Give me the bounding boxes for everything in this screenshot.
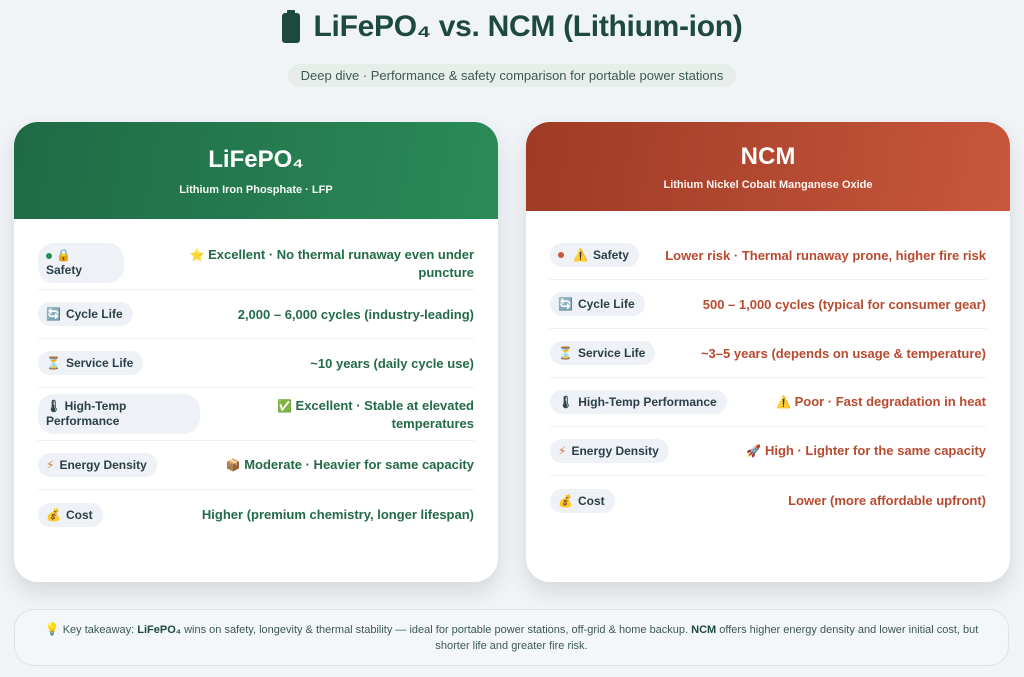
- status-dot-icon: [46, 253, 52, 259]
- attribute-value: 🚀 High · Lighter for the same capacity: [746, 443, 986, 458]
- attribute-pill: ⚡ Energy Density: [550, 439, 669, 463]
- attribute-value: ✅ Excellent · Stable at elevated tempera…: [276, 397, 474, 431]
- attribute-pill: 💰 Cost: [550, 488, 615, 513]
- ncm-row-service-life: ⏳ Service Life ~3–5 years (depends on usa…: [550, 329, 986, 378]
- lock-icon: 🔒: [56, 248, 71, 262]
- attribute-label: Service Life: [577, 346, 646, 360]
- attribute-label: Cost: [577, 493, 605, 508]
- attribute-value: ⭐ Excellent · No thermal runaway even un…: [189, 246, 474, 280]
- attribute-pill: ⏳ Service Life: [550, 341, 656, 365]
- lightning-icon: ⚡: [558, 444, 567, 458]
- hourglass-icon: ⏳: [558, 346, 573, 360]
- attribute-label: Cost: [65, 507, 93, 522]
- cycle-icon: 🔄: [558, 297, 573, 311]
- attribute-value: 📦 Moderate · Heavier for same capacity: [225, 457, 474, 472]
- lfp-card: LiFePO₄ Lithium Iron Phosphate · LFP 🔒 S…: [14, 122, 498, 582]
- page-title: LiFePO₄ vs. NCM (Lithium-ion): [313, 10, 743, 43]
- ncm-card-header: NCM Lithium Nickel Cobalt Manganese Oxid…: [526, 122, 1010, 211]
- lfp-card-subtitle: Lithium Iron Phosphate · LFP: [179, 183, 333, 196]
- page-header: LiFePO₄ vs. NCM (Lithium-ion): [0, 10, 1024, 44]
- attribute-value: Higher (premium chemistry, longer lifesp…: [201, 507, 474, 522]
- battery-icon: [281, 10, 300, 43]
- lfp-row-service-life: ⏳ Service Life ~10 years (daily cycle use…: [38, 339, 474, 388]
- attribute-pill: 🌡 High-Temp Performance: [550, 390, 727, 414]
- attribute-pill: 🔒 Safety: [38, 243, 124, 283]
- ncm-row-cost: 💰 Cost Lower (more affordable upfront): [550, 476, 986, 525]
- page-subtitle-badge: Deep dive · Performance & safety compari…: [287, 64, 737, 87]
- attribute-label: High-Temp Performance: [46, 399, 127, 428]
- attribute-value: Lower (more affordable upfront): [788, 493, 986, 508]
- money-bag-icon: 💰: [46, 507, 61, 522]
- attribute-value: ~3–5 years (depends on usage & temperatu…: [700, 345, 986, 361]
- ncm-row-safety: ⚠️ Safety Lower risk · Thermal runaway pr…: [550, 231, 986, 280]
- ncm-card: NCM Lithium Nickel Cobalt Manganese Oxid…: [526, 122, 1010, 582]
- attribute-label: Cycle Life: [577, 297, 635, 311]
- attribute-label: Safety: [592, 248, 629, 262]
- thermometer-icon: 🌡: [558, 395, 574, 409]
- package-icon: 📦: [225, 458, 241, 472]
- lfp-row-high-temp: 🌡 High-Temp Performance ✅ Excellent · St…: [38, 388, 474, 441]
- attribute-label: High-Temp Performance: [578, 395, 717, 409]
- lightning-icon: ⚡: [46, 458, 55, 472]
- lfp-row-cycle-life: 🔄 Cycle Life 2,000 – 6,000 cycles (indust…: [38, 290, 474, 339]
- warning-icon: ⚠️: [573, 248, 588, 262]
- attribute-value: ⚠️ Poor · Fast degradation in heat: [776, 394, 986, 409]
- attribute-pill: 💰 Cost: [38, 502, 103, 527]
- check-icon: ✅: [276, 398, 292, 413]
- key-takeaway-text: 💡 Key takeaway: LiFePO₄ wins on safety, …: [44, 622, 979, 652]
- attribute-pill: ⚡ Energy Density: [38, 453, 157, 477]
- attribute-value: Lower risk · Thermal runaway prone, high…: [665, 247, 986, 263]
- attribute-label: Safety: [46, 263, 83, 277]
- ncm-row-high-temp: 🌡 High-Temp Performance ⚠️ Poor · Fast de…: [550, 378, 986, 427]
- cycle-icon: 🔄: [46, 307, 61, 321]
- attribute-value: ~10 years (daily cycle use): [310, 355, 474, 371]
- attribute-label: Cycle Life: [65, 307, 123, 321]
- rocket-icon: 🚀: [746, 444, 762, 458]
- hourglass-icon: ⏳: [46, 356, 61, 370]
- attribute-pill: 🌡 High-Temp Performance: [38, 394, 200, 434]
- attribute-value: 500 – 1,000 cycles (typical for consumer…: [702, 296, 986, 312]
- lfp-row-energy-density: ⚡ Energy Density 📦 Moderate · Heavier for…: [38, 441, 474, 490]
- lfp-card-title: LiFePO₄: [208, 145, 304, 173]
- lfp-row-safety: 🔒 Safety ⭐ Excellent · No thermal runawa…: [38, 237, 474, 290]
- star-icon: ⭐: [189, 247, 205, 262]
- ncm-card-title: NCM: [740, 142, 796, 170]
- status-dot-icon: [558, 252, 564, 258]
- money-bag-icon: 💰: [558, 493, 573, 508]
- lfp-card-header: LiFePO₄ Lithium Iron Phosphate · LFP: [14, 122, 498, 219]
- ncm-row-cycle-life: 🔄 Cycle Life 500 – 1,000 cycles (typical …: [550, 280, 986, 329]
- attribute-pill: ⏳ Service Life: [38, 351, 144, 375]
- attribute-label: Energy Density: [59, 458, 147, 472]
- attribute-pill: ⚠️ Safety: [550, 243, 639, 267]
- attribute-value: 2,000 – 6,000 cycles (industry-leading): [237, 306, 474, 322]
- attribute-label: Energy Density: [571, 444, 659, 458]
- warning-icon: ⚠️: [776, 395, 791, 409]
- attribute-pill: 🔄 Cycle Life: [38, 302, 133, 326]
- ncm-card-subtitle: Lithium Nickel Cobalt Manganese Oxide: [663, 178, 873, 191]
- attribute-pill: 🔄 Cycle Life: [550, 292, 645, 316]
- attribute-label: Service Life: [65, 356, 134, 370]
- lightbulb-icon: 💡: [44, 622, 60, 636]
- ncm-row-energy-density: ⚡ Energy Density 🚀 High · Lighter for the…: [550, 427, 986, 476]
- key-takeaway-box: 💡 Key takeaway: LiFePO₄ wins on safety, …: [14, 609, 1009, 666]
- lfp-row-cost: 💰 Cost Higher (premium chemistry, longer …: [38, 490, 474, 539]
- thermometer-icon: 🌡: [46, 399, 62, 413]
